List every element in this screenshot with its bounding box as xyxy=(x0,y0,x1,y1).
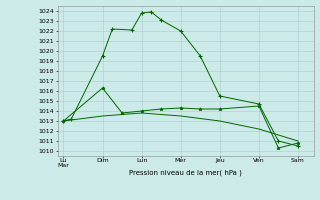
X-axis label: Pression niveau de la mer( hPa ): Pression niveau de la mer( hPa ) xyxy=(129,169,242,176)
